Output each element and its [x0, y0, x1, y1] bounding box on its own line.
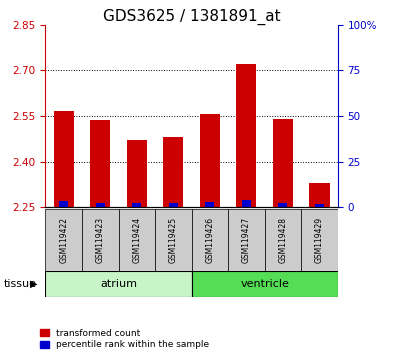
Text: GSM119422: GSM119422	[59, 217, 68, 263]
Text: ventricle: ventricle	[240, 279, 289, 289]
Text: tissue: tissue	[4, 279, 37, 289]
Text: GSM119423: GSM119423	[96, 217, 105, 263]
Text: ▶: ▶	[30, 279, 37, 289]
Bar	[205, 202, 214, 207]
Bar	[309, 183, 329, 207]
Legend: transformed count, percentile rank within the sample: transformed count, percentile rank withi…	[40, 329, 209, 349]
Bar	[315, 204, 324, 207]
Text: atrium: atrium	[100, 279, 137, 289]
Bar	[82, 209, 118, 271]
Bar	[200, 114, 220, 207]
Bar	[192, 271, 338, 297]
Bar	[59, 201, 68, 207]
Bar	[273, 119, 293, 207]
Bar	[236, 64, 256, 207]
Title: GDS3625 / 1381891_at: GDS3625 / 1381891_at	[103, 8, 280, 25]
Bar	[118, 209, 155, 271]
Bar	[278, 202, 288, 207]
Bar	[96, 202, 105, 207]
Text: GSM119425: GSM119425	[169, 217, 178, 263]
Text: GSM119429: GSM119429	[315, 217, 324, 263]
Bar	[90, 120, 110, 207]
Bar	[228, 209, 265, 271]
Bar	[45, 209, 82, 271]
Text: GSM119428: GSM119428	[278, 217, 288, 263]
Bar	[169, 204, 178, 207]
Bar	[127, 140, 147, 207]
Bar	[155, 209, 192, 271]
Bar	[163, 137, 183, 207]
Text: GSM119424: GSM119424	[132, 217, 141, 263]
Text: GSM119426: GSM119426	[205, 217, 214, 263]
Bar	[54, 112, 74, 207]
Bar	[45, 271, 192, 297]
Bar	[132, 202, 141, 207]
Bar	[242, 200, 251, 207]
Bar	[265, 209, 301, 271]
Text: GSM119427: GSM119427	[242, 217, 251, 263]
Bar	[192, 209, 228, 271]
Bar	[301, 209, 338, 271]
